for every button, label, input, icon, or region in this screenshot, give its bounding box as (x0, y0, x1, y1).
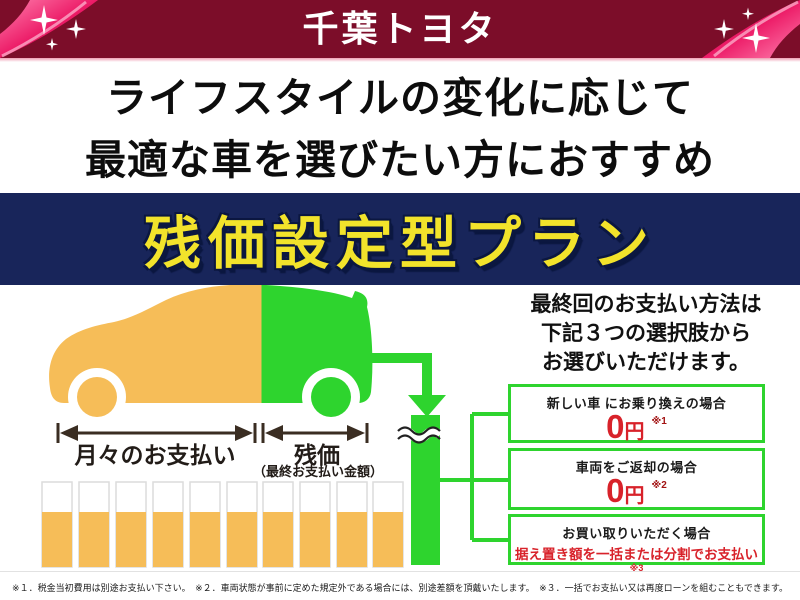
amount-unit: 円 (624, 485, 645, 507)
residual-arrow (370, 353, 446, 417)
brand-logo: 千葉トヨタ (302, 8, 498, 49)
options-intro: 最終回のお支払い方法は 下記３つの選択肢から お選びいただけます。 (498, 290, 794, 377)
top-banner: 千葉トヨタ (0, 0, 800, 58)
footnote-ref: ※1 (651, 416, 667, 427)
plan-banner: 残価設定型プラン (0, 193, 800, 285)
option-detail: 据え置き額を一括または分割でお支払い※3 (511, 543, 762, 580)
option-value: 0円 ※2 (511, 472, 762, 510)
ribbon-sparkle-left-icon (0, 0, 98, 58)
monthly-payment-bars (41, 481, 404, 568)
front-wheel (77, 377, 117, 417)
banner-divider (0, 58, 800, 62)
residual-sublabel: （最終お支払い金額） (252, 464, 383, 479)
diagram-area: 月々のお支払い 残価 （最終お支払い金額） 最終回のお支払い方法は 下記３つの選… (0, 285, 800, 573)
option-value: 0円 ※1 (511, 408, 762, 446)
footnote-ref: ※2 (651, 480, 667, 491)
payment-diagram (41, 285, 508, 568)
option-label: 新しい車 にお乗り換えの場合 (546, 396, 727, 411)
option-box-return: 車両をご返却の場合 0円 ※2 (508, 448, 765, 510)
headline-line2: 最適な車を選びたい方におすすめ (85, 137, 715, 183)
options-intro-line2: 下記３つの選択肢から (541, 322, 751, 345)
dimension-arrows (56, 423, 369, 443)
option-label: 車両をご返却の場合 (575, 460, 698, 475)
break-wave-top (397, 426, 441, 436)
options-intro-line3: お選びいただけます。 (542, 351, 750, 374)
ribbon-sparkle-right-icon (702, 0, 800, 58)
amount: 0 (606, 472, 625, 509)
option-box-trade-in: 新しい車 にお乗り換えの場合 0円 ※1 (508, 384, 765, 446)
option-detail-text: 据え置き額を一括または分割でお支払い (515, 547, 758, 562)
headline-line1: ライフスタイルの変化に応じて (106, 75, 694, 121)
break-wave-bottom (397, 434, 441, 444)
headline: ライフスタイルの変化に応じて 最適な車を選びたい方におすすめ (0, 62, 800, 193)
amount-unit: 円 (624, 421, 645, 443)
footnotes: ※１．税金当初費用は別途お支払い下さい。 ※２．車両状態が事前に定めた規定外であ… (0, 571, 800, 600)
residual-bar (394, 415, 444, 565)
plan-title: 残価設定型プラン (144, 212, 656, 276)
rear-wheel (311, 377, 351, 417)
car-illustration (49, 285, 373, 426)
options-intro-line1: 最終回のお支払い方法は (530, 293, 762, 316)
monthly-payment-label: 月々のお支払い (74, 442, 236, 468)
option-box-buyout: お買い取りいただく場合 据え置き額を一括または分割でお支払い※3 (508, 514, 765, 573)
footnote-ref: ※3 (629, 563, 644, 573)
amount: 0 (606, 408, 625, 445)
option-label: お買い取りいただく場合 (562, 526, 711, 541)
residual-label: 残価 (294, 442, 340, 468)
options-connector (440, 412, 508, 542)
